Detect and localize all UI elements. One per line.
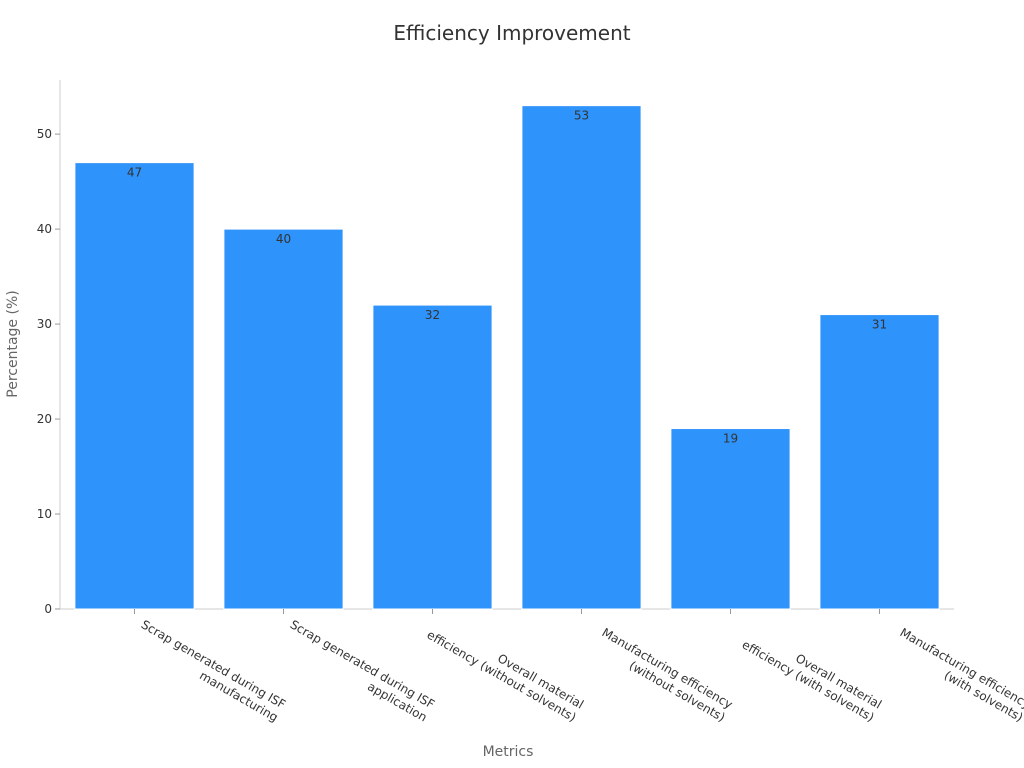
- x-tick-label: Scrap generated during ISFmanufacturing: [131, 617, 288, 724]
- y-tick-label: 50: [37, 127, 52, 141]
- data-label: 19: [723, 432, 738, 446]
- y-tick-label: 0: [44, 602, 52, 616]
- x-tick-label-line: efficiency (with solvents): [740, 637, 877, 724]
- bar: [670, 428, 791, 610]
- y-tick-label: 30: [37, 317, 52, 331]
- bar: [223, 228, 344, 610]
- data-label: 47: [127, 166, 142, 180]
- x-tick-label-line: Manufacturing efficiency: [600, 625, 735, 711]
- x-tick-label-line: Scrap generated during ISF: [288, 617, 437, 711]
- y-tick-label: 40: [37, 222, 52, 236]
- data-label: 40: [276, 232, 291, 246]
- x-axis-title: Metrics: [483, 744, 534, 760]
- data-label: 53: [574, 109, 589, 123]
- bar: [521, 105, 642, 610]
- bar: [74, 162, 195, 610]
- bar: [819, 314, 940, 610]
- data-label: 32: [425, 308, 440, 322]
- y-tick-label: 20: [37, 412, 52, 426]
- x-tick-label: Manufacturing efficiency(without solvent…: [592, 625, 735, 724]
- bar: [372, 304, 493, 610]
- x-tick-label-line: efficiency (without solvents): [425, 628, 579, 725]
- x-tick-label-line: Manufacturing efficiency: [898, 625, 1024, 711]
- x-tick-label: Overall materialefficiency (with solvent…: [740, 624, 884, 724]
- y-axis-title: Percentage (%): [5, 290, 21, 397]
- x-tick-label: Manufacturing efficiency(with solvents): [890, 625, 1024, 724]
- y-tick-label: 10: [37, 507, 52, 521]
- x-tick-label-line: Scrap generated during ISF: [139, 617, 288, 711]
- x-tick-label: Scrap generated during ISFapplication: [280, 617, 437, 724]
- plot-area: 0 10 20 30 40 50 47 Scrap generated during ISFm…: [37, 80, 1024, 725]
- chart-title: Efficiency Improvement: [393, 21, 630, 45]
- x-tick-label: Overall materialefficiency (without solv…: [425, 615, 586, 725]
- data-label: 31: [872, 318, 887, 332]
